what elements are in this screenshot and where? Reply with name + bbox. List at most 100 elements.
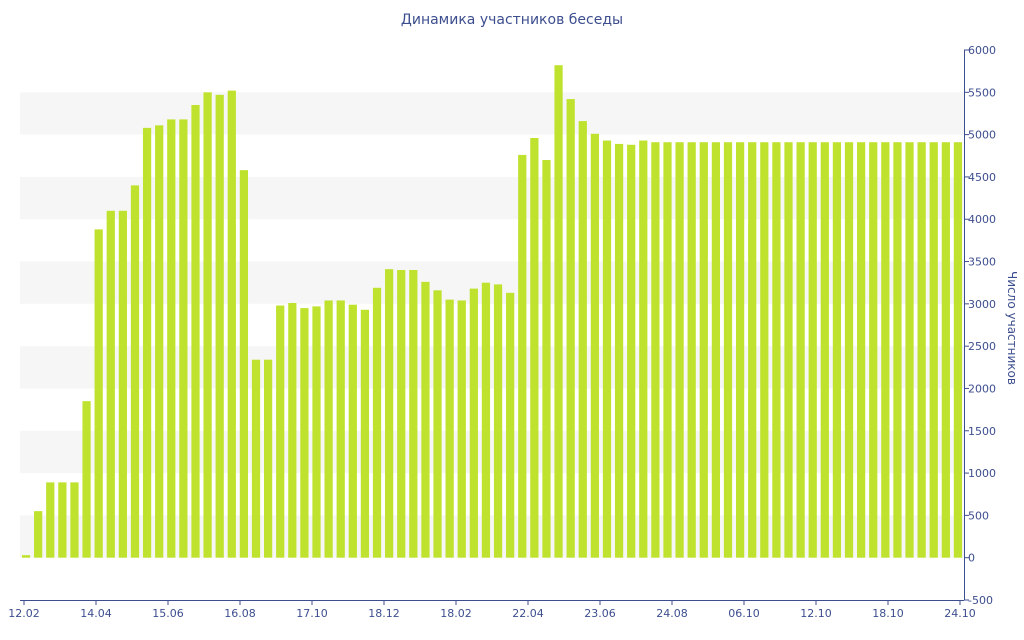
bar	[554, 65, 563, 558]
bar	[881, 142, 890, 558]
bar	[21, 555, 31, 558]
bar	[94, 229, 103, 558]
x-tick-label: 06.10	[728, 607, 760, 620]
bar	[905, 142, 914, 558]
bar	[155, 125, 164, 558]
x-tick-label: 12.02	[8, 607, 40, 620]
y-tick-label: 2000	[968, 382, 996, 395]
y-tick-label: 500	[968, 509, 989, 522]
bar	[130, 185, 140, 558]
bar	[735, 142, 745, 558]
bar	[118, 210, 127, 558]
bar	[385, 269, 394, 558]
x-tick-label: 24.08	[656, 607, 688, 620]
bar	[844, 142, 854, 558]
grid-band	[20, 261, 964, 304]
bar	[433, 290, 442, 558]
bar	[70, 482, 79, 558]
y-tick-label: 0	[968, 552, 975, 565]
bar	[263, 359, 273, 558]
y-tick-label: 5500	[968, 86, 996, 99]
bar	[675, 142, 684, 558]
x-tick-label: 15.06	[152, 607, 184, 620]
x-tick-label: 24.10	[944, 607, 976, 620]
bar	[191, 105, 200, 558]
y-tick-label: 3500	[968, 256, 996, 269]
y-tick-label: 4500	[968, 171, 996, 184]
grid-band	[20, 92, 964, 135]
bar	[614, 143, 624, 558]
bar	[784, 142, 793, 558]
x-tick-label: 18.12	[368, 607, 400, 620]
y-tick-label: 4000	[968, 213, 996, 226]
x-tick-label: 18.02	[440, 607, 472, 620]
bar	[929, 142, 938, 558]
bar	[542, 160, 551, 558]
bar	[324, 300, 333, 558]
x-tick-label: 22.04	[512, 607, 544, 620]
bar	[506, 292, 515, 558]
bar	[457, 300, 466, 558]
bar	[336, 300, 345, 558]
bar	[723, 142, 733, 558]
bar	[372, 287, 382, 558]
grid-band	[20, 515, 964, 558]
bar	[106, 210, 115, 558]
x-tick-label: 23.06	[584, 607, 616, 620]
y-tick-label: 2500	[968, 340, 996, 353]
bar	[312, 306, 321, 558]
bar	[953, 142, 963, 558]
x-tick-label: 12.10	[800, 607, 832, 620]
bar	[578, 121, 587, 558]
x-tick-label: 14.04	[80, 607, 112, 620]
bar	[142, 127, 152, 558]
bar	[663, 142, 672, 558]
bar	[82, 401, 91, 558]
bar	[239, 170, 249, 558]
bar	[251, 359, 261, 558]
bar	[590, 133, 599, 558]
y-tick-label: 3000	[968, 298, 996, 311]
bar	[639, 140, 648, 558]
bar	[348, 304, 357, 558]
y-tick-label: -500	[968, 594, 993, 607]
bar	[179, 119, 188, 558]
bar	[941, 142, 950, 558]
y-tick-label: 1000	[968, 467, 996, 480]
bar	[215, 94, 224, 558]
bar	[34, 511, 43, 558]
bar	[58, 482, 67, 558]
bar	[409, 270, 418, 558]
bar	[227, 90, 236, 558]
bar	[167, 119, 176, 558]
bar	[808, 142, 817, 558]
bar	[518, 154, 527, 558]
bar	[530, 138, 539, 558]
bar	[760, 142, 769, 558]
y-tick-label: 5000	[968, 129, 996, 142]
x-tick-label: 17.10	[296, 607, 328, 620]
bar	[276, 305, 285, 558]
bar	[469, 288, 478, 558]
bar	[493, 284, 503, 558]
bar	[300, 308, 309, 558]
bar	[445, 299, 454, 558]
bar	[917, 142, 926, 558]
bar	[397, 270, 406, 558]
y-tick-label: 6000	[968, 44, 996, 57]
bar	[711, 142, 721, 558]
bar	[772, 142, 781, 558]
grid-band	[20, 346, 964, 389]
bar	[360, 309, 370, 558]
bar	[627, 144, 636, 558]
bar	[602, 140, 612, 558]
bar	[288, 303, 297, 558]
y-tick-label: 1500	[968, 425, 996, 438]
grid-band	[20, 176, 964, 220]
bar	[46, 482, 55, 558]
y-axis-label: Число участников	[1005, 271, 1019, 385]
bar	[481, 282, 491, 558]
bar	[687, 142, 696, 558]
